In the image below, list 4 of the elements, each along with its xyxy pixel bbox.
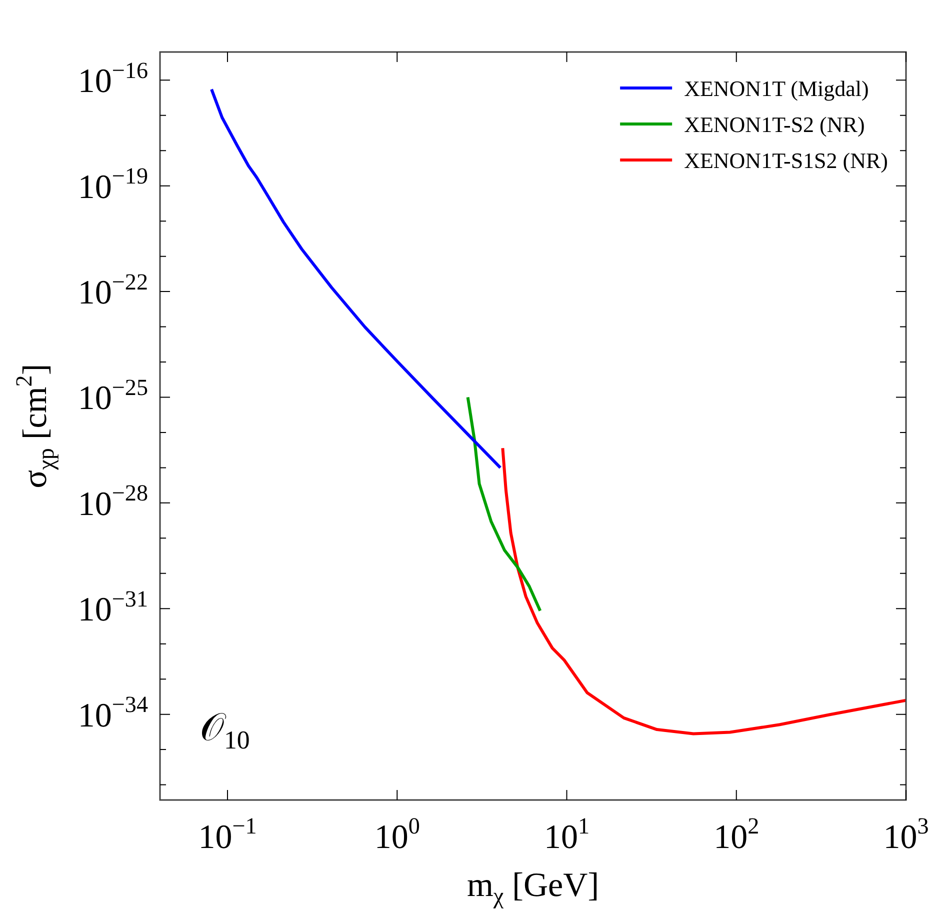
legend-label: XENON1T (Migdal) <box>684 76 869 101</box>
legend-label: XENON1T-S1S2 (NR) <box>684 148 888 173</box>
legend-label: XENON1T-S2 (NR) <box>684 112 865 137</box>
y-axis-title: σχp [cm2] <box>12 364 60 488</box>
